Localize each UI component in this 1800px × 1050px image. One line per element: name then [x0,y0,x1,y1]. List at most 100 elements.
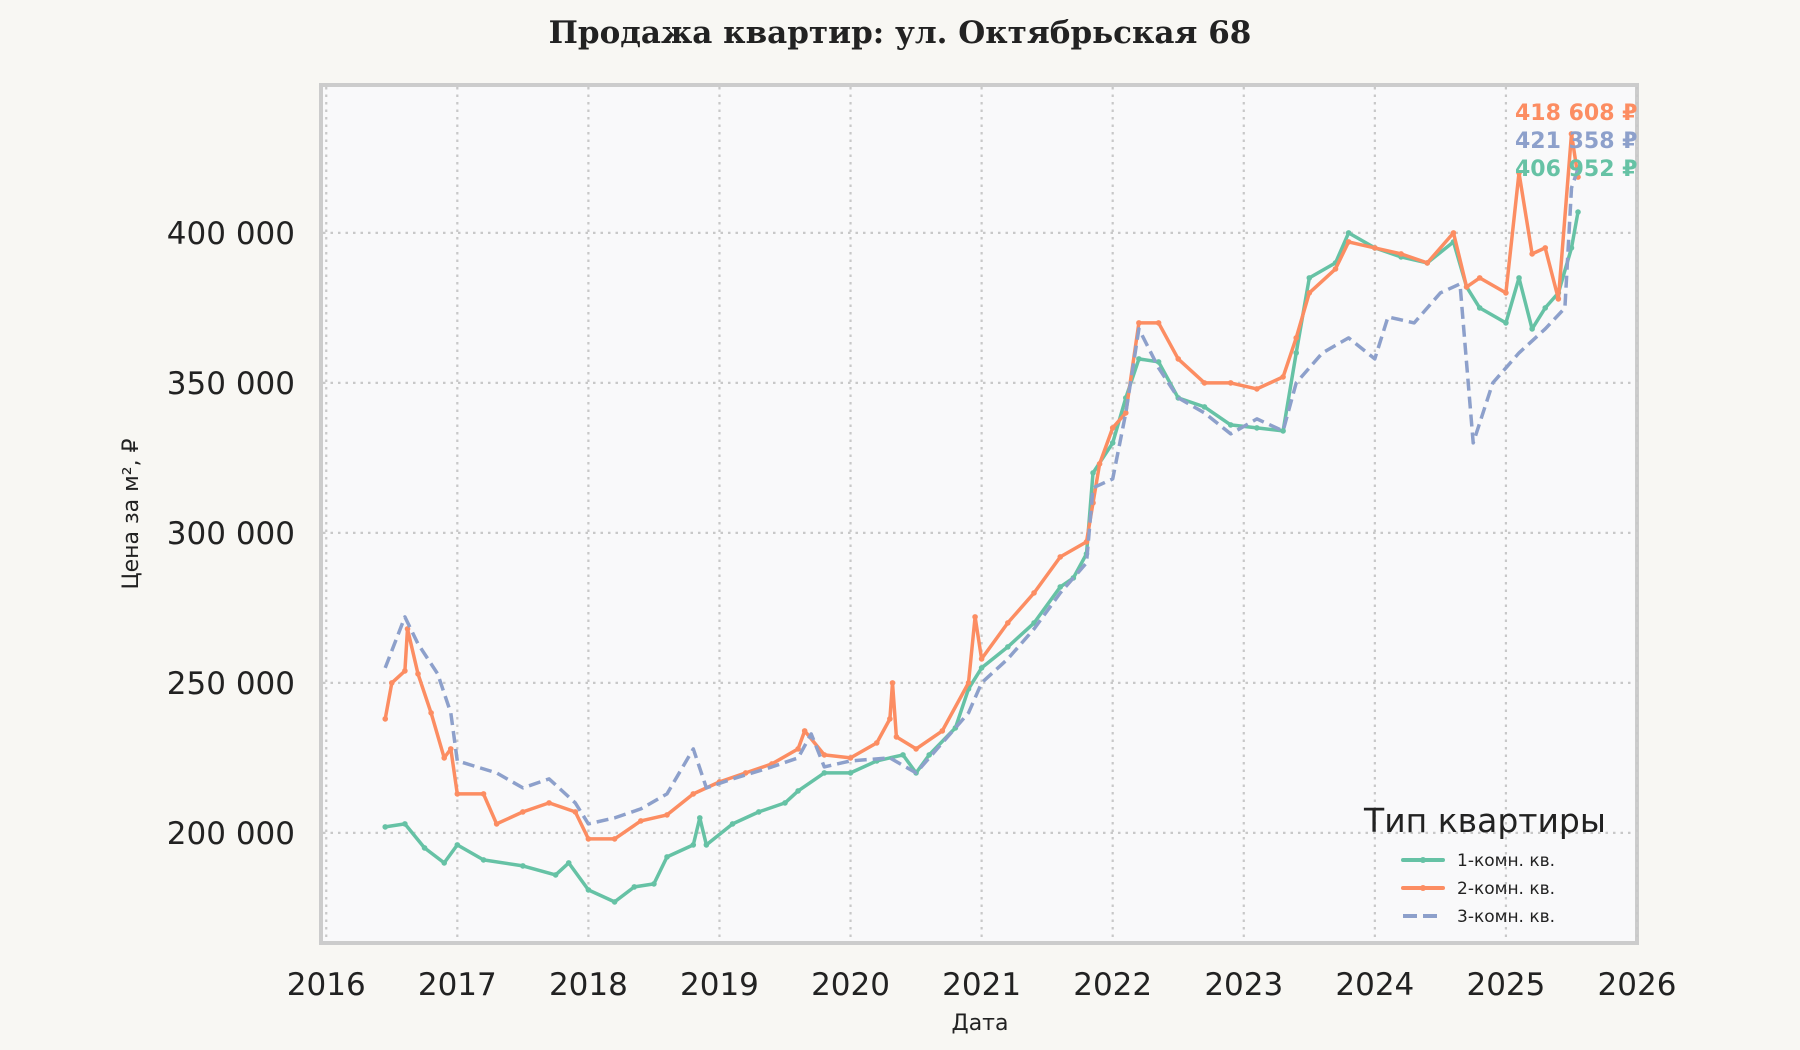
data-point [454,791,461,797]
data-point [1503,290,1509,296]
legend-label: 3-комн. кв. [1457,907,1555,927]
data-point [978,665,985,671]
data-point [638,818,644,824]
data-point [697,815,703,821]
data-point [1503,320,1509,326]
data-point [1123,410,1129,416]
x-tick-label: 2019 [680,967,759,1003]
data-point [690,842,697,848]
legend: Тип квартиры 1-комн. кв. 2-комн. кв. 3-ком… [1363,801,1606,927]
data-point [1109,425,1116,431]
data-point [1476,275,1483,281]
data-point [1201,380,1208,386]
data-point [421,845,428,851]
series-line [383,168,1580,826]
data-point [926,752,932,758]
data-point [821,752,828,758]
data-point [1227,422,1234,428]
data-point [1529,326,1535,332]
x-tick-label: 2017 [418,967,497,1003]
data-point [1227,380,1234,386]
data-point [611,836,618,842]
data-point [1345,230,1352,236]
y-tick-label: 250 000 [167,666,295,702]
data-point [1529,251,1535,257]
data-point [520,863,526,869]
data-point [1280,374,1286,380]
data-point [1516,170,1522,176]
data-point [847,770,854,776]
x-axis-ticks: 2016 2017 2018 2019 2020 2021 2022 2023 2024 2025… [287,967,1677,1003]
data-point [572,809,579,815]
data-point [1155,359,1162,365]
data-point [493,821,500,827]
data-point [1057,584,1064,590]
y-tick-label: 400 000 [167,216,295,252]
data-point [1136,356,1142,362]
data-point [1280,428,1286,434]
data-point [847,755,854,761]
data-point [1345,239,1352,245]
data-point [965,680,972,686]
data-point [1555,296,1562,302]
y-tick-label: 350 000 [167,366,295,402]
legend-label: 1-комн. кв. [1457,851,1555,871]
end-labels: 406 952 ₽ 418 608 ₽ 421 358 ₽ [1515,101,1637,182]
data-point [1293,335,1300,341]
end-value-label: 421 358 ₽ [1515,129,1637,154]
data-point [1516,275,1522,281]
legend-marker [1420,885,1426,891]
x-tick-label: 2026 [1598,967,1677,1003]
data-point [1155,320,1162,326]
data-point [382,716,389,722]
chart-title: Продажа квартир: ул. Октябрьская 68 [549,15,1252,51]
x-tick-label: 2020 [811,967,890,1003]
data-point [1372,245,1378,251]
x-tick-label: 2023 [1204,967,1283,1003]
data-point [782,800,788,806]
data-point [821,770,828,776]
data-point [402,668,408,674]
data-point [1254,425,1260,431]
data-point [1463,284,1470,290]
legend-title: Тип квартиры [1363,801,1606,840]
x-tick-label: 2024 [1335,967,1414,1003]
data-point [388,680,395,686]
data-point [1306,290,1313,296]
data-point [441,860,448,866]
data-point [795,788,801,794]
data-point [1476,305,1483,311]
x-tick-label: 2018 [549,967,628,1003]
data-point [664,854,670,860]
grid-lines [323,87,1639,941]
data-point [1136,320,1142,326]
series-3 [383,168,1580,826]
data-point [972,614,978,620]
data-point [1568,245,1575,251]
data-point [1568,131,1575,137]
data-point [1306,275,1313,281]
end-value-label: 418 608 ₽ [1515,101,1637,126]
data-point [755,809,762,815]
data-point [428,710,434,716]
data-point [1424,260,1431,266]
data-point [447,746,454,752]
data-point [1542,305,1549,311]
data-point [690,791,697,797]
data-point [1096,461,1103,467]
x-tick-label: 2022 [1073,967,1152,1003]
data-point [546,800,552,806]
x-axis-label: Дата [952,1011,1009,1036]
data-point [585,887,592,893]
x-tick-label: 2016 [287,967,366,1003]
data-point [585,836,592,842]
data-point [631,884,638,890]
data-point [382,824,389,830]
data-point [520,809,526,815]
data-point [703,842,710,848]
data-point [1450,230,1457,236]
data-point [1332,266,1339,272]
data-point [552,872,559,878]
data-point [441,755,448,761]
data-point [1542,245,1549,251]
